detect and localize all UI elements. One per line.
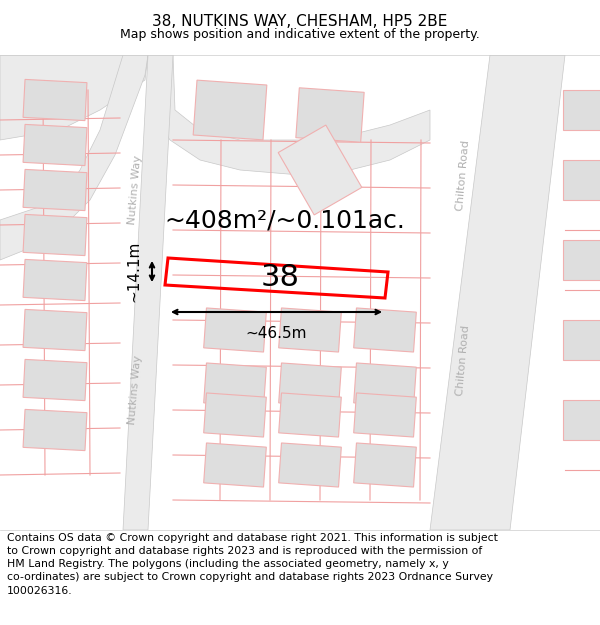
Polygon shape — [193, 80, 267, 140]
Polygon shape — [0, 55, 148, 140]
Polygon shape — [23, 79, 87, 121]
Polygon shape — [563, 240, 600, 280]
Text: ~408m²/~0.101ac.: ~408m²/~0.101ac. — [164, 208, 406, 232]
Polygon shape — [278, 125, 362, 215]
Text: ~46.5m: ~46.5m — [246, 326, 307, 341]
Polygon shape — [203, 308, 266, 352]
Polygon shape — [353, 308, 416, 352]
Polygon shape — [296, 88, 364, 142]
Polygon shape — [23, 169, 87, 211]
Polygon shape — [23, 124, 87, 166]
Text: Chilton Road: Chilton Road — [455, 324, 471, 396]
Polygon shape — [278, 443, 341, 487]
Text: Map shows position and indicative extent of the property.: Map shows position and indicative extent… — [120, 28, 480, 41]
Polygon shape — [278, 393, 341, 437]
Polygon shape — [430, 55, 565, 530]
Text: Chilton Road: Chilton Road — [455, 139, 471, 211]
Polygon shape — [203, 363, 266, 407]
Text: 38, NUTKINS WAY, CHESHAM, HP5 2BE: 38, NUTKINS WAY, CHESHAM, HP5 2BE — [152, 14, 448, 29]
Polygon shape — [123, 55, 173, 530]
Polygon shape — [0, 55, 148, 260]
Text: 38: 38 — [260, 264, 299, 292]
Polygon shape — [148, 55, 430, 175]
Polygon shape — [203, 443, 266, 487]
Polygon shape — [23, 359, 87, 401]
Polygon shape — [203, 393, 266, 437]
Polygon shape — [23, 214, 87, 256]
Polygon shape — [563, 160, 600, 200]
Text: Nutkins Way: Nutkins Way — [127, 155, 143, 225]
Polygon shape — [563, 400, 600, 440]
Text: Nutkins Way: Nutkins Way — [127, 355, 143, 425]
Polygon shape — [353, 393, 416, 437]
Text: ~14.1m: ~14.1m — [127, 241, 142, 302]
Polygon shape — [23, 309, 87, 351]
Polygon shape — [23, 409, 87, 451]
Polygon shape — [563, 90, 600, 130]
Polygon shape — [23, 259, 87, 301]
Polygon shape — [563, 320, 600, 360]
Text: Contains OS data © Crown copyright and database right 2021. This information is : Contains OS data © Crown copyright and d… — [7, 533, 498, 596]
Polygon shape — [353, 363, 416, 407]
Polygon shape — [278, 308, 341, 352]
Polygon shape — [353, 443, 416, 487]
Polygon shape — [278, 363, 341, 407]
